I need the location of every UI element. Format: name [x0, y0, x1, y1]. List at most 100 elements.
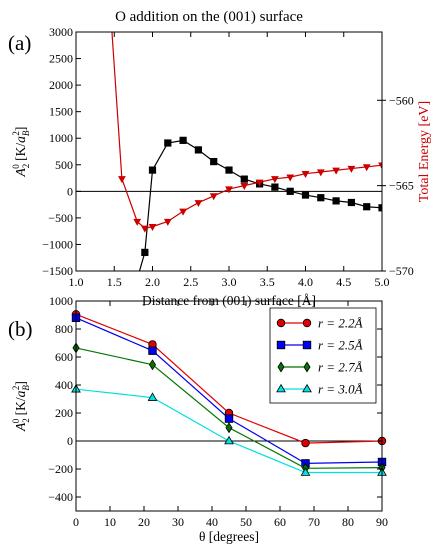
x-tick-label: 3.5 [260, 275, 275, 289]
y-tick-label: 500 [55, 158, 73, 172]
a20-series-point [141, 248, 149, 257]
x-tick-label: 20 [138, 515, 150, 529]
x-tick-label: 3.0 [222, 275, 237, 289]
legend: r = 2.2Å r = 2.5Å r = 2.7Å r = 3.0Å [269, 307, 377, 404]
a20-series-point [148, 166, 157, 174]
y-tick-label: 0 [67, 184, 73, 198]
y-tick-label: 200 [55, 406, 73, 420]
y2-tick-label: −565 [389, 179, 414, 193]
y-tick-label: −1000 [42, 237, 73, 251]
panel-b: (b) 0 10 20 30 40 50 60 70 80 90 −400 −200 0 200 400 600… [8, 294, 388, 544]
panel-label: (a) [8, 31, 31, 55]
series-point [224, 435, 234, 445]
energy-series-point [301, 171, 310, 179]
x-tick-label: 60 [274, 515, 286, 529]
a20-series-point [164, 139, 172, 147]
y2-tick-label: −560 [389, 93, 414, 107]
x-tick-label: 50 [240, 515, 252, 529]
y-tick-label: 0 [67, 434, 73, 448]
y-tick-label: −400 [48, 490, 73, 504]
legend-marker [302, 340, 312, 350]
x-tick-label: 4.5 [336, 275, 351, 289]
x-tick-label: 5.0 [375, 275, 390, 289]
panel-label: (b) [8, 317, 33, 341]
a20-series-point [240, 175, 248, 183]
energy-series-point [286, 174, 295, 182]
y-tick-label: 600 [55, 350, 73, 364]
y-axis-label: A20 [K/aB2] [11, 127, 31, 178]
y-tick-label: −1500 [42, 264, 73, 278]
y-tick-label: 1000 [49, 294, 73, 308]
a20-series-point [225, 166, 233, 174]
x-tick-label: 4.0 [298, 275, 313, 289]
energy-series-point [347, 165, 356, 173]
legend-label: r = 2.7Å [318, 360, 363, 375]
energy-series-point [194, 200, 203, 208]
energy-series-point [240, 183, 249, 190]
a20-series-point [194, 146, 202, 154]
series-point [147, 392, 158, 401]
a20-series-point [363, 203, 371, 211]
energy-series-point [140, 225, 149, 233]
series-point [224, 414, 234, 423]
energy-series-point [271, 176, 279, 184]
energy-series-point [225, 186, 233, 194]
legend-marker [302, 383, 312, 393]
energy-series-point [332, 167, 340, 175]
energy-series-point [163, 218, 172, 226]
energy-series-extension [111, 32, 123, 179]
legend-label: r = 2.2Å [318, 316, 363, 331]
energy-series-point [179, 208, 187, 216]
y-tick-label: 2500 [49, 52, 73, 66]
legend-marker [303, 361, 311, 373]
energy-series-point [378, 162, 382, 170]
y2-axis-label: Total Energy [eV] [417, 101, 432, 202]
series-point [225, 422, 233, 434]
series-point [300, 467, 311, 476]
x-tick-label: 40 [206, 515, 218, 529]
a20-series-point [286, 187, 294, 195]
y-tick-label: −500 [48, 211, 73, 225]
a20-series-point [271, 183, 279, 191]
legend-box [269, 307, 377, 404]
panel-a-title: O addition on the (001) surface [115, 9, 303, 25]
energy-series-point [255, 179, 264, 187]
a20-series-point [179, 136, 187, 144]
energy-series-line [121, 164, 382, 229]
y-tick-label: 1500 [49, 105, 73, 119]
y-tick-label: 3000 [49, 25, 73, 39]
legend-marker [276, 383, 286, 393]
legend-label: r = 3.0Å [318, 382, 363, 397]
a20-series-point [347, 198, 356, 207]
legend-marker [302, 318, 312, 328]
energy-series-point [133, 218, 142, 226]
a20-series-point [301, 191, 310, 199]
x-axis-label: θ [degrees] [199, 529, 259, 544]
x-tick-label: 30 [172, 515, 184, 529]
legend-marker [277, 361, 285, 373]
legend-label: r = 2.5Å [318, 338, 363, 353]
energy-series-point [209, 193, 218, 201]
plot-frame [75, 31, 383, 272]
x-tick-label: 80 [342, 515, 354, 529]
x-tick-label: 10 [104, 515, 116, 529]
energy-series-point [316, 169, 325, 177]
x-tick-label: 90 [376, 515, 388, 529]
energy-series-point [148, 223, 157, 231]
energy-series-point [362, 164, 371, 172]
y2-tick-label: −570 [389, 264, 414, 278]
x-tick-label: 2.0 [145, 275, 160, 289]
series-point [148, 359, 157, 371]
y-tick-label: 2000 [49, 78, 73, 92]
x-tick-label: 0 [73, 515, 79, 529]
x-tick-label: 2.5 [183, 275, 198, 289]
a20-series-line [138, 139, 382, 271]
plot-area [111, 32, 382, 271]
x-tick-label: 1.5 [107, 275, 122, 289]
a20-series-point [210, 157, 218, 166]
a20-series-point [332, 197, 340, 205]
y-tick-label: 800 [55, 322, 73, 336]
series-point [148, 346, 157, 355]
plot-frame [75, 300, 383, 512]
